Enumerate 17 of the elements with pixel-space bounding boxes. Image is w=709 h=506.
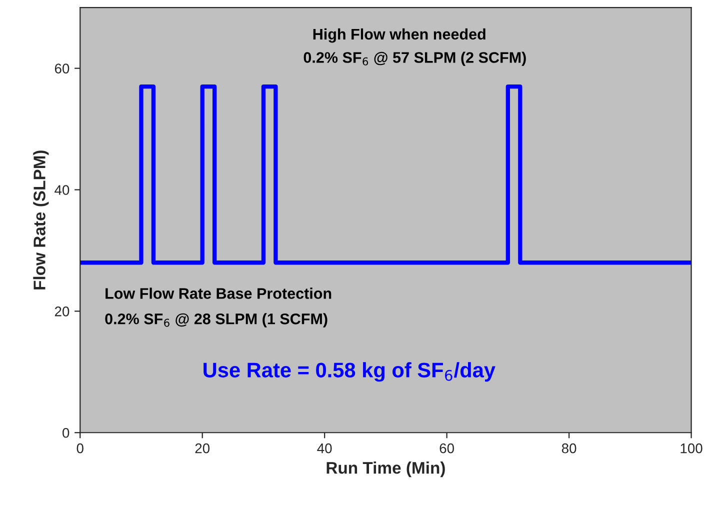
x-axis-title: Run Time (Min) bbox=[326, 462, 445, 478]
y-tick-label: 20 bbox=[54, 306, 70, 316]
annotation: Use Rate = 0.58 kg of SF$_{6}$/day bbox=[204, 362, 496, 382]
y-tick-label: 40 bbox=[54, 185, 70, 195]
x-tick-label: 60 bbox=[440, 443, 454, 454]
annotation: 0.2% SF$_{6}$ @ 57 SLPM (2 SCFM) bbox=[304, 52, 526, 66]
y-tick-label: 0 bbox=[62, 428, 70, 438]
y-axis-title: Flow Rate (SLPM) bbox=[33, 150, 49, 290]
annotation: High Flow when needed bbox=[313, 28, 486, 43]
x-tick-label: 40 bbox=[317, 443, 332, 454]
annotation: Low Flow Rate Base Protection bbox=[106, 288, 332, 299]
x-tick-label: 100 bbox=[680, 443, 702, 454]
x-tick-label: 80 bbox=[562, 443, 576, 454]
x-tick-label: 20 bbox=[195, 443, 210, 454]
x-tick-label: 0 bbox=[76, 443, 84, 454]
annotation: 0.2% SF$_{6}$ @ 28 SLPM (1 SCFM) bbox=[105, 313, 328, 328]
y-tick-label: 60 bbox=[54, 64, 70, 74]
